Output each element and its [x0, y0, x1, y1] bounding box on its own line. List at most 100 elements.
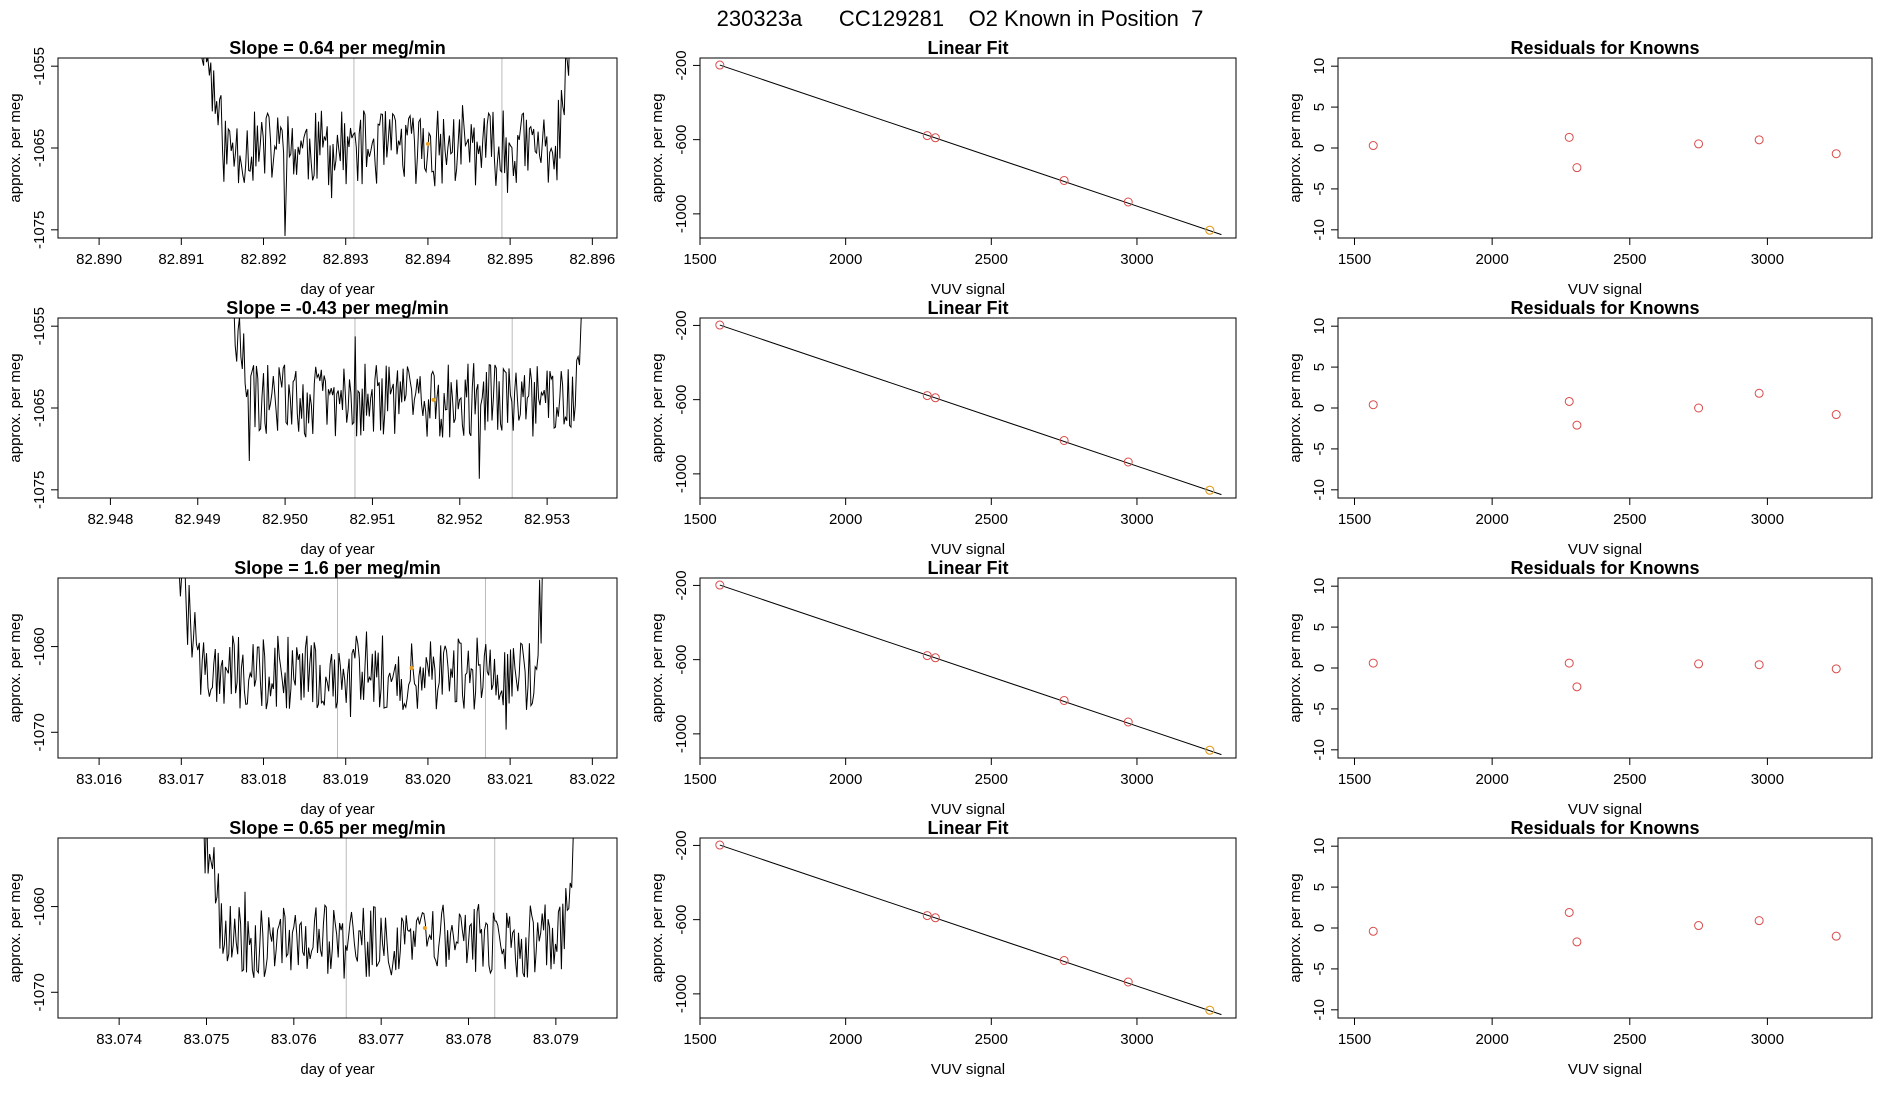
fit-point: [922, 911, 932, 921]
fit-xtick-label: 2000: [829, 251, 862, 268]
residuals-xtick-label: 2000: [1475, 251, 1508, 268]
timeseries-xlabel: day of year: [300, 541, 374, 558]
residuals-frame: [1337, 577, 1873, 759]
residuals-frame: [1337, 837, 1873, 1019]
residuals-ytick-label: -5: [1311, 442, 1328, 455]
fit-frame: [699, 837, 1237, 1019]
residuals-ytick-label: 10: [1311, 318, 1328, 335]
timeseries-panel: Slope = -0.43 per meg/min day of year appr…: [7, 298, 618, 558]
timeseries-title: Slope = 0.64 per meg/min: [229, 38, 446, 58]
fit-point: [1059, 695, 1069, 705]
timeseries-title: Slope = -0.43 per meg/min: [226, 298, 449, 318]
timeseries-line: [178, 578, 543, 730]
fit-ytick-label: -600: [673, 385, 690, 415]
residuals-xlabel: VUV signal: [1568, 541, 1642, 558]
fit-frame: [699, 57, 1237, 239]
fit-xtick-label: 3000: [1120, 251, 1153, 268]
timeseries-line: [201, 58, 570, 237]
timeseries-title: Slope = 0.65 per meg/min: [229, 818, 446, 838]
residuals-xtick-label: 1500: [1338, 1031, 1371, 1048]
timeseries-ytick-label: -1060: [31, 627, 48, 665]
residuals-ytick-label: -10: [1311, 999, 1328, 1021]
residuals-ytick-label: -10: [1311, 479, 1328, 501]
residuals-xtick-label: 2000: [1475, 771, 1508, 788]
timeseries-xtick-label: 83.022: [569, 771, 615, 788]
timeseries-xtick-label: 83.018: [241, 771, 287, 788]
linear-fit-panel: Linear Fit VUV signal approx. per meg 1500 2…: [649, 38, 1237, 298]
timeseries-ytick-label: -1060: [31, 887, 48, 925]
residuals-xtick-label: 2500: [1613, 511, 1646, 528]
linear-fit-panel: Linear Fit VUV signal approx. per meg 1500 2…: [649, 558, 1237, 818]
timeseries-ylabel: approx. per meg: [7, 93, 24, 202]
residuals-ytick-label: 10: [1311, 838, 1328, 855]
timeseries-xtick-label: 82.891: [158, 251, 204, 268]
fit-ytick-label: -1000: [673, 715, 690, 753]
residual-point: [1754, 135, 1764, 145]
timeseries-xtick-label: 83.016: [76, 771, 122, 788]
residual-point: [1831, 149, 1841, 159]
fit-point: [715, 840, 725, 850]
residuals-ytick-label: 5: [1311, 883, 1328, 891]
figure-title: 230323a CC129281 O2 Known in Position 7: [717, 6, 1204, 31]
residuals-ytick-label: 5: [1311, 623, 1328, 631]
timeseries-marker: [409, 666, 414, 670]
timeseries-xtick-label: 82.890: [76, 251, 122, 268]
fit-xtick-label: 2500: [975, 511, 1008, 528]
fit-point: [1059, 435, 1069, 445]
timeseries-xtick-label: 83.020: [405, 771, 451, 788]
residuals-xtick-label: 1500: [1338, 251, 1371, 268]
residual-point: [1831, 410, 1841, 420]
residual-point: [1564, 658, 1574, 668]
fit-xtick-label: 1500: [683, 251, 716, 268]
timeseries-line: [203, 838, 574, 979]
timeseries-xtick-label: 83.079: [533, 1031, 579, 1048]
fit-ytick-label: -1000: [673, 195, 690, 233]
residuals-ytick-label: 10: [1311, 58, 1328, 75]
timeseries-xtick-label: 83.019: [323, 771, 369, 788]
fit-ytick-label: -1000: [673, 975, 690, 1013]
fit-point-highlight: [1205, 225, 1215, 235]
residual-point: [1754, 660, 1764, 670]
timeseries-marker: [431, 397, 436, 402]
residuals-xlabel: VUV signal: [1568, 281, 1642, 298]
timeseries-ylabel: approx. per meg: [7, 613, 24, 722]
fit-frame: [699, 577, 1237, 759]
timeseries-marker: [422, 926, 427, 930]
fit-line: [719, 584, 1222, 756]
fit-xtick-label: 2500: [975, 1031, 1008, 1048]
residuals-xtick-label: 3000: [1751, 251, 1784, 268]
residual-point: [1694, 403, 1704, 413]
fit-ytick-label: -1000: [673, 455, 690, 493]
fit-xtick-label: 2000: [829, 511, 862, 528]
residuals-xtick-label: 2000: [1475, 1031, 1508, 1048]
fit-xtick-label: 3000: [1120, 511, 1153, 528]
timeseries-ytick-label: -1075: [31, 471, 48, 509]
fit-ytick-label: -600: [673, 645, 690, 675]
residual-point: [1694, 921, 1704, 931]
timeseries-xlabel: day of year: [300, 801, 374, 818]
fit-xlabel: VUV signal: [931, 541, 1005, 558]
linear-fit-panel: Linear Fit VUV signal approx. per meg 1500 2…: [649, 818, 1237, 1078]
residual-point: [1368, 658, 1378, 668]
fit-point: [715, 60, 725, 70]
timeseries-frame: [57, 317, 618, 499]
timeseries-xtick-label: 82.952: [437, 511, 483, 528]
fit-point-highlight: [1205, 745, 1215, 755]
residuals-xtick-label: 2500: [1613, 1031, 1646, 1048]
linear-fit-panel: Linear Fit VUV signal approx. per meg 1500 2…: [649, 298, 1237, 558]
fit-point: [1123, 457, 1133, 467]
fit-line: [719, 64, 1222, 236]
fit-xlabel: VUV signal: [931, 1061, 1005, 1078]
timeseries-xtick-label: 82.950: [262, 511, 308, 528]
residual-point: [1572, 937, 1582, 947]
timeseries-panel: Slope = 1.6 per meg/min day of year approx…: [7, 558, 618, 818]
fit-point: [930, 653, 940, 663]
timeseries-ytick-label: -1055: [31, 307, 48, 345]
timeseries-xtick-label: 82.895: [487, 251, 533, 268]
residual-point: [1572, 420, 1582, 430]
fit-xtick-label: 1500: [683, 771, 716, 788]
residual-point: [1572, 163, 1582, 173]
fit-point: [1059, 955, 1069, 965]
fit-line: [719, 844, 1222, 1016]
fit-xtick-label: 2000: [829, 1031, 862, 1048]
